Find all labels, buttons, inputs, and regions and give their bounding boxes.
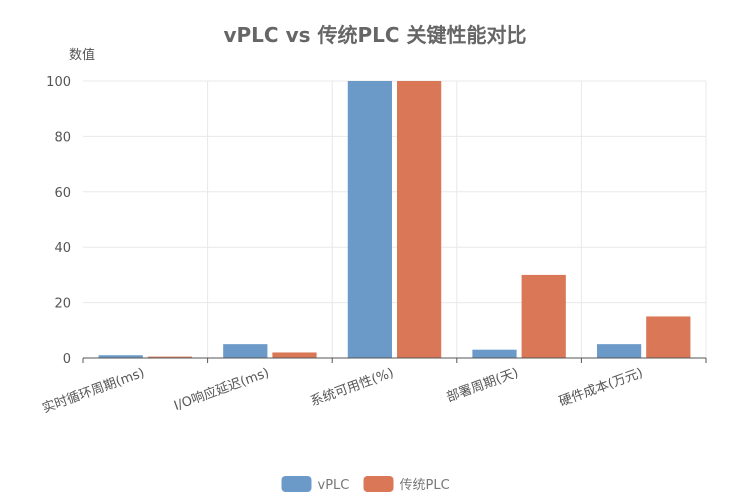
bar-传统PLC-3[interactable] [521, 274, 566, 358]
legend-label: vPLC [318, 478, 350, 493]
bars [98, 81, 691, 358]
legend-label: 传统PLC [400, 478, 450, 493]
y-tick-label: 80 [54, 130, 71, 145]
axes [82, 357, 707, 363]
bar-vPLC-3[interactable] [472, 349, 517, 358]
bar-vPLC-4[interactable] [596, 344, 642, 358]
y-axis-title: 数值 [69, 47, 95, 63]
x-tick-label: 硬件成本(万元) [557, 366, 645, 410]
y-tick-label: 100 [46, 75, 71, 90]
y-tick-label: 40 [54, 241, 71, 256]
legend[interactable]: vPLC 传统PLC [281, 476, 450, 493]
bar-vPLC-2[interactable] [347, 81, 393, 358]
y-tick-label: 20 [54, 297, 71, 312]
legend-item-传统PLC[interactable]: 传统PLC [363, 476, 450, 493]
x-tick-label: 实时循环周期(ms) [40, 366, 146, 417]
y-axis-ticks: 0 20 40 60 80 100 [46, 75, 71, 367]
chart-title: vPLC vs 传统PLC 关键性能对比 [223, 23, 526, 47]
legend-item-vPLC[interactable]: vPLC [281, 476, 350, 493]
grid [83, 80, 707, 358]
y-tick-label: 60 [54, 186, 71, 201]
x-axis-ticks: 实时循环周期(ms) I/O响应延迟(ms) 系统可用性(%) 部署周期(天) 硬件成本… [40, 365, 645, 417]
bar-vPLC-1[interactable] [223, 344, 268, 358]
bar-传统PLC-2[interactable] [396, 81, 442, 358]
bar-传统PLC-1[interactable] [272, 352, 317, 358]
y-tick-label: 0 [63, 352, 71, 367]
bar-vPLC-0[interactable] [98, 355, 143, 358]
x-tick-label: 系统可用性(%) [309, 366, 396, 410]
x-tick-label: I/O响应延迟(ms) [172, 365, 271, 414]
bar-传统PLC-4[interactable] [646, 316, 691, 358]
x-tick-label: 部署周期(天) [445, 366, 521, 406]
bar-传统PLC-0[interactable] [147, 356, 193, 358]
legend-swatch [363, 476, 394, 492]
legend-swatch [281, 476, 312, 492]
